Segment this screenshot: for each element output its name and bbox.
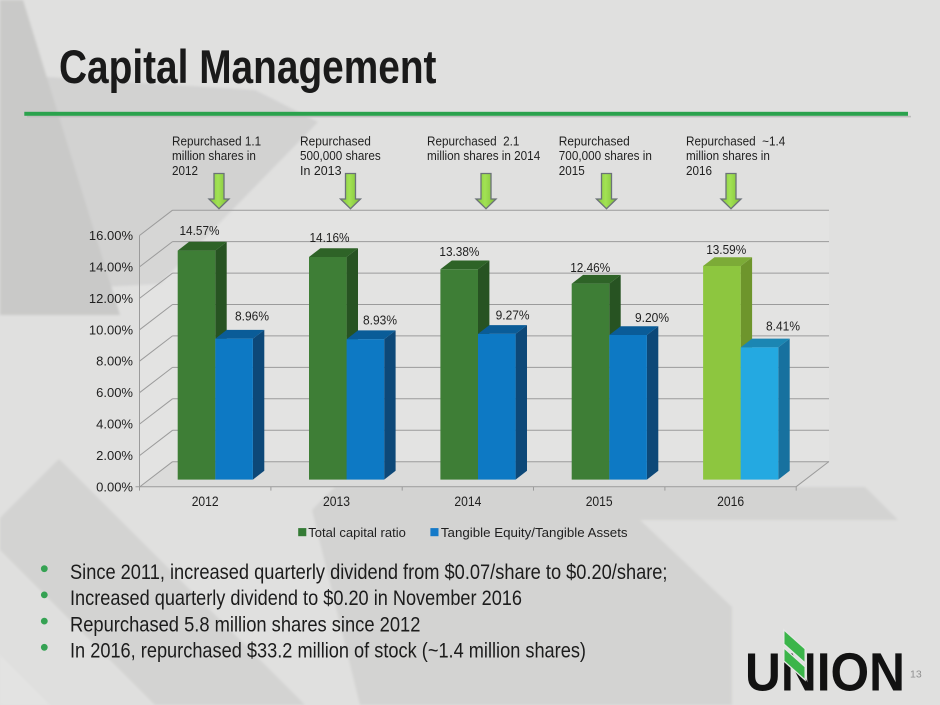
svg-text:8.93%: 8.93% bbox=[363, 314, 397, 328]
svg-text:2015: 2015 bbox=[586, 494, 613, 509]
svg-text:million shares in 2014: million shares in 2014 bbox=[427, 148, 540, 163]
svg-text:million shares in: million shares in bbox=[172, 148, 256, 163]
svg-text:2012: 2012 bbox=[192, 494, 219, 509]
svg-text:9.27%: 9.27% bbox=[496, 308, 530, 322]
svg-text:14.57%: 14.57% bbox=[180, 224, 220, 238]
svg-text:2016: 2016 bbox=[717, 494, 744, 509]
svg-text:0.00%: 0.00% bbox=[96, 480, 133, 495]
svg-text:8.00%: 8.00% bbox=[96, 354, 133, 369]
svg-text:2014: 2014 bbox=[454, 494, 481, 509]
svg-text:Repurchased 2.1: Repurchased 2.1 bbox=[427, 134, 519, 149]
svg-text:Repurchased 5.8 million shares: Repurchased 5.8 million shares since 201… bbox=[70, 613, 420, 636]
svg-text:10.00%: 10.00% bbox=[89, 322, 134, 337]
svg-text:8.96%: 8.96% bbox=[235, 310, 269, 324]
svg-text:Since 2011, increased quarterl: Since 2011, increased quarterly dividend… bbox=[70, 561, 668, 584]
svg-text:UNION: UNION bbox=[745, 644, 905, 703]
svg-text:In 2013: In 2013 bbox=[300, 163, 342, 178]
svg-text:4.00%: 4.00% bbox=[96, 417, 133, 432]
svg-text:Total capital ratio: Total capital ratio bbox=[308, 525, 406, 540]
svg-text:million shares in: million shares in bbox=[686, 148, 770, 163]
svg-text:12.00%: 12.00% bbox=[89, 291, 134, 306]
svg-text:Repurchased: Repurchased bbox=[300, 134, 371, 149]
svg-text:2013: 2013 bbox=[323, 494, 350, 509]
svg-text:13.38%: 13.38% bbox=[439, 245, 479, 259]
svg-text:Tangible Equity/Tangible Asset: Tangible Equity/Tangible Assets bbox=[441, 525, 628, 540]
svg-text:6.00%: 6.00% bbox=[96, 385, 133, 400]
svg-text:700,000 shares in: 700,000 shares in bbox=[559, 148, 652, 163]
svg-text:14.16%: 14.16% bbox=[310, 231, 350, 245]
svg-text:500,000 shares: 500,000 shares bbox=[300, 148, 381, 163]
svg-text:13: 13 bbox=[910, 669, 922, 681]
svg-text:2.00%: 2.00% bbox=[96, 448, 133, 463]
svg-text:14.00%: 14.00% bbox=[89, 259, 134, 274]
svg-text:Repurchased ~1.4: Repurchased ~1.4 bbox=[686, 134, 785, 149]
svg-text:In 2016, repurchased $33.2 mil: In 2016, repurchased $33.2 million of st… bbox=[70, 640, 586, 663]
svg-text:2015: 2015 bbox=[559, 163, 585, 178]
svg-text:Capital Management: Capital Management bbox=[59, 40, 437, 93]
svg-text:13.59%: 13.59% bbox=[706, 243, 746, 257]
svg-text:9.20%: 9.20% bbox=[635, 311, 669, 325]
svg-text:Increased quarterly dividend t: Increased quarterly dividend to $0.20 in… bbox=[70, 587, 522, 610]
svg-text:2012: 2012 bbox=[172, 163, 198, 178]
svg-text:2016: 2016 bbox=[686, 163, 712, 178]
svg-text:12.46%: 12.46% bbox=[570, 261, 610, 275]
svg-text:Repurchased 1.1: Repurchased 1.1 bbox=[172, 134, 261, 149]
svg-text:Repurchased: Repurchased bbox=[559, 134, 630, 149]
svg-text:16.00%: 16.00% bbox=[89, 228, 134, 243]
svg-text:8.41%: 8.41% bbox=[766, 320, 800, 334]
